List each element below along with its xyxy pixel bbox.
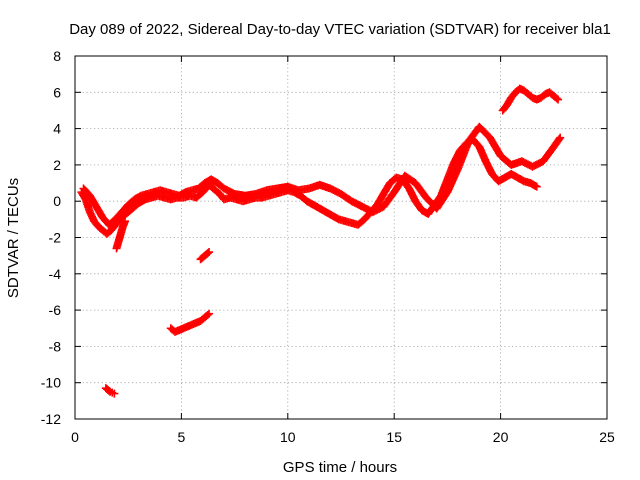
y-tick-label: -10: [41, 375, 61, 391]
data-point: [554, 95, 563, 104]
x-tick-label: 5: [178, 429, 186, 445]
x-axis-label: GPS time / hours: [283, 459, 397, 476]
data-point: [556, 133, 565, 142]
y-tick-label: 6: [53, 84, 61, 100]
data-point: [121, 217, 130, 226]
data-point: [532, 182, 541, 191]
y-tick-label: 2: [53, 157, 61, 173]
series-main-track-a: [77, 135, 541, 238]
series-track-upper-right: [498, 84, 563, 115]
x-tick-label: 20: [493, 429, 509, 445]
y-tick-label: -12: [41, 411, 61, 427]
series-track-minus7: [166, 309, 214, 336]
y-tick-label: -4: [49, 266, 62, 282]
data-point: [555, 134, 564, 143]
data-point: [552, 94, 561, 103]
data-point: [205, 309, 214, 318]
series-track-minus3: [196, 248, 214, 264]
data-points: [77, 84, 565, 398]
y-tick-label: -2: [49, 230, 62, 246]
y-tick-label: -8: [49, 338, 62, 354]
y-tick-label: 8: [53, 48, 61, 64]
data-point: [205, 248, 214, 257]
x-tick-label: 10: [280, 429, 296, 445]
data-point: [110, 389, 119, 398]
chart-title: Day 089 of 2022, Sidereal Day-to-day VTE…: [69, 21, 611, 38]
y-tick-label: 4: [53, 121, 61, 137]
series-track-dip-2h: [112, 217, 130, 253]
y-axis-label: SDTVAR / TECUs: [5, 178, 22, 298]
series-track-minus10: [101, 384, 119, 398]
plot-frame: [74, 55, 608, 420]
data-point: [204, 248, 212, 257]
y-tick-label: 0: [53, 193, 61, 209]
x-tick-label: 25: [599, 429, 615, 445]
grid: [75, 56, 607, 419]
y-tick-label: -6: [49, 302, 62, 318]
x-tick-label: 15: [386, 429, 402, 445]
series-main-track-b: [79, 122, 565, 229]
data-point: [203, 310, 212, 319]
x-tick-label: 0: [71, 429, 79, 445]
